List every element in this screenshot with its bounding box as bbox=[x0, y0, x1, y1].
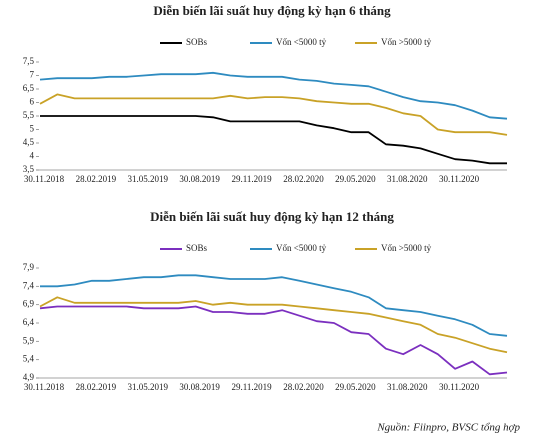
x-tick-label: 30.11.2018 bbox=[24, 174, 65, 184]
x-tick-label: 31.05.2019 bbox=[128, 174, 169, 184]
y-tick-label: 7,4 bbox=[23, 280, 35, 290]
x-tick-label: 31.08.2020 bbox=[387, 174, 428, 184]
y-tick-label: 5 bbox=[30, 124, 35, 134]
x-tick-label: 29.11.2019 bbox=[231, 382, 272, 392]
x-tick-label: 31.08.2020 bbox=[387, 382, 428, 392]
x-tick-label: 30.11.2018 bbox=[24, 382, 65, 392]
y-tick-label: 3,5 bbox=[23, 164, 35, 174]
y-tick-label: 6 bbox=[30, 97, 35, 107]
y-tick-label: 5,4 bbox=[23, 354, 35, 364]
y-tick-label: 5,5 bbox=[23, 110, 35, 120]
series-line bbox=[39, 305, 508, 376]
x-tick-label: 29.05.2020 bbox=[335, 382, 376, 392]
x-tick-label: 30.11.2020 bbox=[439, 174, 480, 184]
source-note: Nguồn: Fiinpro, BVSC tổng hợp bbox=[376, 422, 520, 434]
series-line bbox=[40, 115, 507, 165]
x-tick-label: 29.05.2020 bbox=[335, 174, 376, 184]
y-tick-label: 7,9 bbox=[23, 262, 35, 272]
legend-label: SOBs bbox=[186, 243, 208, 253]
x-tick-label: 28.02.2019 bbox=[76, 174, 117, 184]
x-tick-label: 28.02.2020 bbox=[283, 382, 324, 392]
y-tick-label: 7,5 bbox=[23, 56, 35, 66]
y-tick-label: 6,5 bbox=[23, 83, 35, 93]
series-line bbox=[39, 93, 508, 136]
series-line bbox=[40, 274, 508, 337]
series-line bbox=[39, 71, 508, 120]
y-tick-label: 6,4 bbox=[23, 317, 35, 327]
y-tick-label: 6,9 bbox=[23, 299, 35, 309]
legend-label: Vốn <5000 tỷ bbox=[276, 37, 327, 47]
x-tick-label: 29.11.2019 bbox=[231, 174, 272, 184]
y-tick-label: 7 bbox=[30, 70, 35, 80]
legend-label: Vốn >5000 tỷ bbox=[381, 37, 432, 47]
y-tick-label: 4,9 bbox=[23, 372, 35, 382]
chart-title: Diễn biến lãi suất huy động kỳ hạn 12 th… bbox=[150, 209, 394, 224]
y-tick-label: 4 bbox=[30, 151, 35, 161]
x-tick-label: 30.11.2020 bbox=[439, 382, 480, 392]
legend-label: SOBs bbox=[186, 37, 208, 47]
series-line bbox=[39, 296, 508, 354]
y-tick-label: 4,5 bbox=[23, 137, 35, 147]
x-tick-label: 30.08.2019 bbox=[179, 382, 220, 392]
x-tick-label: 28.02.2019 bbox=[76, 382, 117, 392]
x-tick-label: 28.02.2020 bbox=[283, 174, 324, 184]
y-tick-label: 5,9 bbox=[23, 335, 35, 345]
x-tick-label: 30.08.2019 bbox=[179, 174, 220, 184]
legend-label: Vốn <5000 tỷ bbox=[276, 243, 327, 253]
x-tick-label: 31.05.2019 bbox=[128, 382, 169, 392]
legend-label: Vốn >5000 tỷ bbox=[381, 243, 432, 253]
chart-title: Diễn biến lãi suất huy động kỳ hạn 6 thá… bbox=[153, 3, 391, 18]
